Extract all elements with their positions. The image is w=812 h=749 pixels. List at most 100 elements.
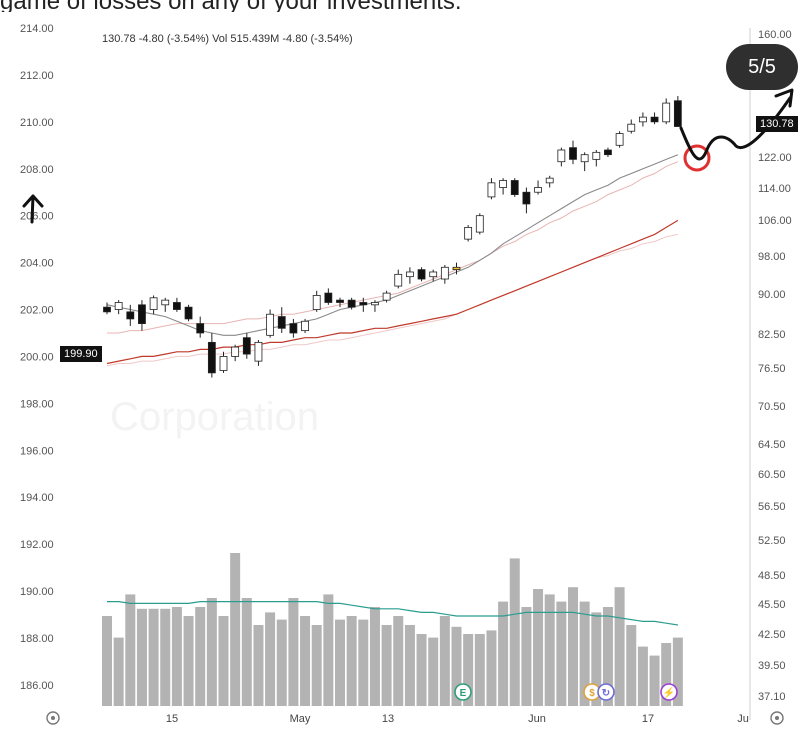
volume-bar [300,616,311,706]
split-icon [597,683,615,701]
volume-bar [626,625,637,706]
left-axis-tick-label: 192.00 [20,539,54,551]
volume-bar [230,553,241,706]
candle-body [149,297,158,310]
volume-bar [591,612,602,706]
right-axis-tick-label: 160.00 [758,29,792,41]
volume-bar [136,608,147,706]
left-axis-tick-label: 188.00 [20,633,54,645]
watermark-company: Corporation [110,395,320,439]
candle-body [371,302,379,306]
right-axis-tick-label: 52.50 [758,535,786,547]
candle-body [464,227,473,240]
candle-body [440,266,449,280]
candle-body [289,323,298,334]
volume-bar [672,637,683,706]
volume-bar [451,626,462,706]
annotation-wave-arrow [679,96,792,161]
candle-body [324,292,333,303]
left-axis-tick-label: 198.00 [20,398,54,410]
volume-bar [393,616,404,706]
volume-bar [521,607,532,706]
candle-body [394,273,403,287]
volume-bar [602,607,613,706]
volume-bar [428,637,439,706]
candle-body [569,147,577,160]
candle-body [277,316,286,329]
candle-body [219,356,228,371]
right-axis-tick-label: 56.50 [758,501,786,513]
candle-body [604,149,612,156]
volume-bar [474,634,485,706]
candle-body [359,302,368,306]
right-axis-tick-label: 48.50 [758,570,786,582]
volume-bar [463,634,474,706]
volume-bar [439,616,450,706]
volume-bar [486,630,497,706]
candle-body [662,102,671,123]
sma-red-line [106,219,679,365]
left-axis-tick-label: 204.00 [20,258,54,270]
right-axis-tick-label: 90.00 [758,289,786,301]
right-axis-tick-label: 37.10 [758,691,786,703]
left-axis-tick-label: 200.00 [20,351,54,363]
candle-body [639,116,647,123]
candle-body [196,323,205,334]
right-axis-tick-label: 64.50 [758,439,786,451]
volume-bar [404,625,415,706]
left-axis-tick-label: 186.00 [20,680,54,692]
x-axis-label: 17 [642,713,654,725]
volume-bar [369,607,380,706]
left-axis-tick-label: 208.00 [20,164,54,176]
volume-bar [253,625,264,706]
volume-bar [637,646,648,706]
volume-bar [358,619,369,706]
right-axis-tick-label: 60.50 [758,469,786,481]
candle-body [114,302,123,310]
x-axis-label: Ju [737,713,749,725]
volume-bar [509,558,520,706]
candle-body [615,133,624,146]
candle-body [126,311,135,320]
volume-bar [183,616,194,706]
candle-body [254,341,263,362]
volume-bar [381,625,392,706]
sma-pink-line [107,161,679,334]
left-last-price-tag: 199.90 [60,346,102,362]
candle-body [103,306,111,313]
earnings-icon [454,683,472,701]
volume-bar [614,587,625,706]
candle-body [499,180,508,188]
x-axis-label: May [290,713,311,725]
right-axis-tick-label: 114.00 [758,183,791,195]
candle-body [301,320,309,332]
split-icon-label: ↻ [602,688,610,699]
left-axis-tick-label: 190.00 [20,586,54,598]
right-axis-tick-label: 82.50 [758,329,786,341]
gear-center-icon [51,716,55,720]
volume-bar [556,601,567,706]
volume-bar [288,598,299,706]
candle-body [312,295,321,310]
volume-bar [276,619,287,706]
candle-body [172,302,181,310]
left-axis-tick-label: 194.00 [20,492,54,504]
volume-bar [206,598,217,706]
volume-bar [241,598,252,706]
candle-body [627,123,636,132]
candle-body [475,215,484,233]
volume-bar [171,607,182,706]
candle-body [184,306,193,320]
left-axis-tick-label: 202.00 [20,305,54,317]
candle-body [557,149,566,163]
right-axis-tick-label: 106.00 [758,215,792,227]
volume-bar [265,612,276,706]
left-axis-tick-label: 206.00 [20,211,54,223]
slide-counter-badge: 5/5 [726,44,798,90]
candle-body [382,292,391,301]
right-axis-tick-label: 76.50 [758,363,786,375]
volume-bar [579,601,590,706]
left-axis-tick-label: 196.00 [20,445,54,457]
